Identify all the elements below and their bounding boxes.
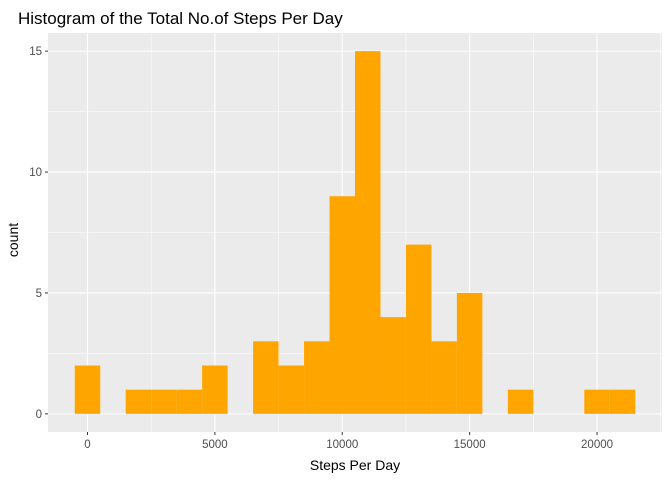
histogram-bar bbox=[125, 389, 152, 414]
histogram-bar bbox=[584, 389, 610, 414]
histogram-bar bbox=[609, 389, 636, 414]
histogram-bar bbox=[253, 341, 279, 414]
histogram-bar bbox=[151, 389, 177, 414]
histogram-bar bbox=[176, 389, 203, 414]
histogram-bar bbox=[405, 244, 432, 414]
x-tick-label: 10000 bbox=[326, 439, 358, 451]
x-tick-label: 15000 bbox=[454, 439, 486, 451]
histogram-bar bbox=[456, 292, 483, 414]
y-axis-ticks: 0 5 10 15 bbox=[29, 46, 48, 421]
y-tick-label: 10 bbox=[29, 167, 42, 179]
x-tick-label: 5000 bbox=[202, 439, 228, 451]
y-axis-title: count bbox=[5, 223, 21, 257]
histogram-bar bbox=[74, 365, 101, 414]
x-axis-ticks: 0 5000 10000 15000 20000 bbox=[84, 432, 613, 451]
y-tick-label: 0 bbox=[36, 409, 42, 421]
histogram-bar bbox=[380, 317, 406, 414]
chart-title: Histogram of the Total No.of Steps Per D… bbox=[18, 9, 343, 28]
y-tick-label: 5 bbox=[36, 288, 42, 300]
histogram-bar bbox=[507, 389, 534, 414]
histogram-bar bbox=[202, 365, 228, 414]
histogram-bar bbox=[431, 341, 457, 414]
histogram-bar bbox=[278, 365, 305, 414]
y-tick-label: 15 bbox=[29, 46, 42, 58]
histogram-bar bbox=[355, 51, 381, 414]
histogram-bars bbox=[74, 51, 636, 414]
histogram-bar bbox=[329, 196, 355, 414]
x-tick-label: 0 bbox=[84, 439, 90, 451]
histogram-bar bbox=[304, 341, 330, 414]
x-axis-title: Steps Per Day bbox=[310, 457, 400, 473]
x-tick-label: 20000 bbox=[581, 439, 613, 451]
